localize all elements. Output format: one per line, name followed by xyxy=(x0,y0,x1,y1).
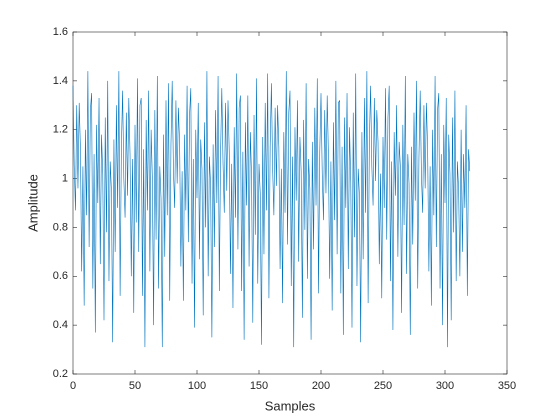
y-tick-label: 0.6 xyxy=(53,270,68,282)
x-axis-title: Samples xyxy=(265,398,316,413)
x-tick-label: 150 xyxy=(250,380,268,392)
y-tick-label: 0.4 xyxy=(53,319,68,331)
x-tick-label: 0 xyxy=(70,380,76,392)
x-tick-label: 200 xyxy=(312,380,330,392)
x-tick-label: 250 xyxy=(374,380,392,392)
x-tick-label: 350 xyxy=(498,380,516,392)
x-tick-label: 50 xyxy=(129,380,141,392)
y-axis-title: Amplitude xyxy=(25,174,40,232)
y-tick-label: 0.8 xyxy=(53,221,68,233)
x-tick-label: 300 xyxy=(436,380,454,392)
x-tick-label: 100 xyxy=(188,380,206,392)
y-tick-label: 1.6 xyxy=(53,26,68,38)
y-tick-label: 1.4 xyxy=(53,75,68,87)
y-tick-label: 0.2 xyxy=(53,368,68,380)
y-tick-label: 1.2 xyxy=(53,124,68,136)
y-tick-label: 1 xyxy=(62,172,68,184)
signal-line xyxy=(72,71,471,348)
